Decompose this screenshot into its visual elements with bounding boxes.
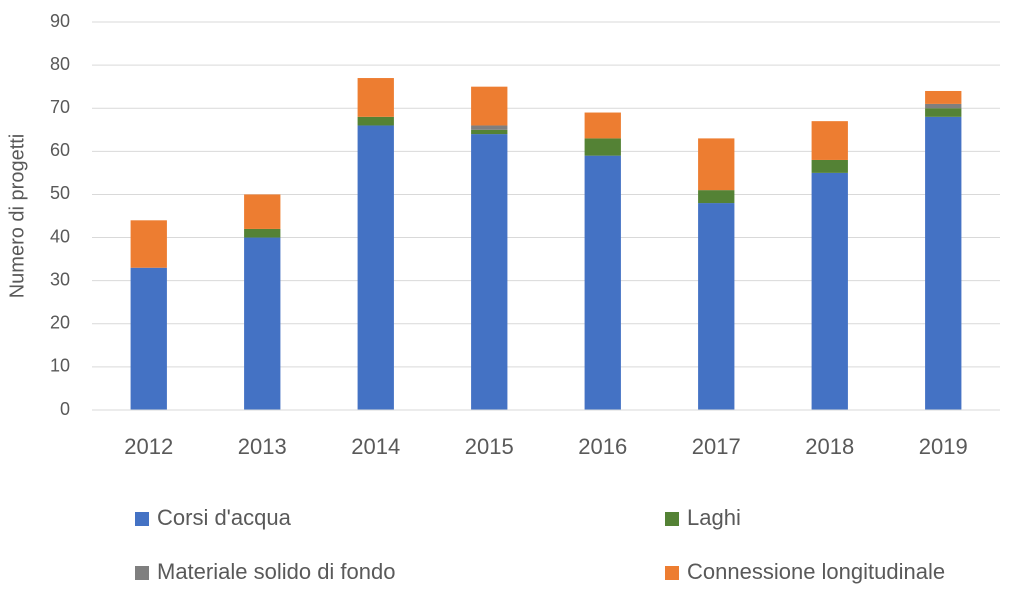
x-tick-label: 2014 — [351, 434, 400, 459]
y-tick-label: 70 — [50, 97, 70, 117]
x-tick-label: 2016 — [578, 434, 627, 459]
bar-segment — [471, 134, 508, 411]
bar-segment — [471, 125, 508, 130]
x-tick-label: 2013 — [238, 434, 287, 459]
legend-swatch — [135, 566, 149, 580]
bar-segment — [584, 112, 621, 139]
bar-segment — [244, 194, 281, 229]
bar-segment — [357, 125, 394, 410]
legend-label: Materiale solido di fondo — [157, 559, 395, 584]
bar-segment — [698, 138, 735, 191]
y-tick-label: 20 — [50, 313, 70, 333]
bar-segment — [244, 228, 281, 238]
x-tick-label: 2012 — [124, 434, 173, 459]
bar-segment — [471, 86, 508, 126]
legend-label: Laghi — [687, 505, 741, 530]
bar-segment — [925, 103, 962, 109]
x-tick-label: 2015 — [465, 434, 514, 459]
x-tick-label: 2017 — [692, 434, 741, 459]
y-tick-label: 40 — [50, 226, 70, 246]
x-tick-label: 2018 — [805, 434, 854, 459]
bar-segment — [357, 78, 394, 117]
bar-segment — [471, 129, 508, 135]
y-axis-label: Numero di progetti — [6, 134, 28, 299]
legend-swatch — [665, 566, 679, 580]
bar-segment — [925, 108, 962, 117]
bar-segment — [357, 116, 394, 126]
y-tick-label: 50 — [50, 183, 70, 203]
legend-label: Connessione longitudinale — [687, 559, 945, 584]
y-tick-label: 30 — [50, 269, 70, 289]
y-tick-label: 90 — [50, 11, 70, 31]
legend-swatch — [665, 512, 679, 526]
bar-segment — [811, 121, 848, 160]
y-tick-label: 80 — [50, 54, 70, 74]
bar-segment — [130, 267, 167, 410]
bar-segment — [811, 172, 848, 410]
legend-swatch — [135, 512, 149, 526]
y-tick-label: 60 — [50, 140, 70, 160]
bar-segment — [584, 155, 621, 410]
bar-segment — [811, 159, 848, 173]
bar-segment — [698, 190, 735, 204]
x-tick-label: 2019 — [919, 434, 968, 459]
y-tick-label: 0 — [60, 399, 70, 419]
bar-segment — [925, 116, 962, 410]
legend-label: Corsi d'acqua — [157, 505, 292, 530]
bar-segment — [584, 138, 621, 156]
y-tick-label: 10 — [50, 356, 70, 376]
bar-segment — [130, 220, 167, 268]
bar-segment — [925, 90, 962, 104]
bar-segment — [698, 203, 735, 410]
bar-segment — [244, 237, 281, 410]
